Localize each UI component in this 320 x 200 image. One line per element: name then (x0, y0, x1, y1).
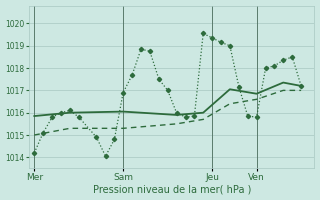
X-axis label: Pression niveau de la mer( hPa ): Pression niveau de la mer( hPa ) (92, 184, 251, 194)
